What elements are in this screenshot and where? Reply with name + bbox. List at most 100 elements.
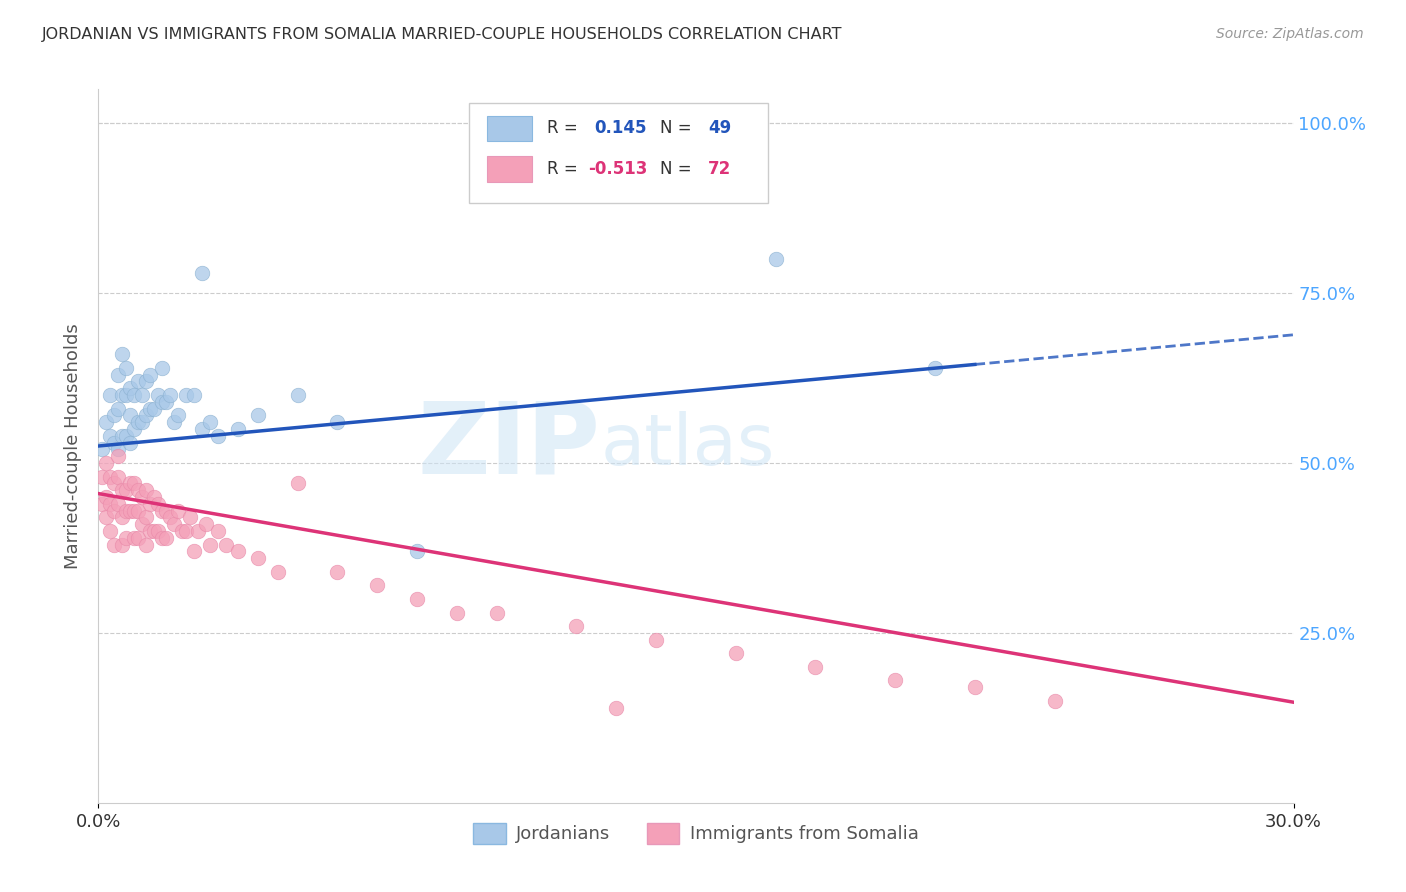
Point <box>207 429 229 443</box>
Point <box>191 266 214 280</box>
Point <box>96 415 118 429</box>
Text: 49: 49 <box>709 120 731 137</box>
Point <box>246 551 269 566</box>
Point <box>98 469 122 483</box>
Text: N =: N = <box>661 120 697 137</box>
Point <box>963 680 986 694</box>
Point <box>195 517 218 532</box>
Point <box>107 401 129 416</box>
Point <box>111 429 134 443</box>
Text: R =: R = <box>547 120 582 137</box>
Point <box>98 429 122 443</box>
Point <box>115 429 138 443</box>
Point <box>155 503 177 517</box>
Point <box>96 510 118 524</box>
Point <box>127 503 149 517</box>
Point <box>172 524 194 538</box>
Point <box>366 578 388 592</box>
Point <box>287 476 309 491</box>
Point <box>120 381 142 395</box>
Point <box>98 524 122 538</box>
Point <box>565 619 588 633</box>
Point <box>605 700 627 714</box>
Point <box>326 565 349 579</box>
Point <box>143 524 166 538</box>
Point <box>96 490 118 504</box>
Point <box>103 409 125 423</box>
Point <box>127 375 149 389</box>
Point <box>111 483 134 498</box>
Point <box>115 503 138 517</box>
Point <box>107 449 129 463</box>
Point <box>135 510 157 524</box>
Point <box>107 469 129 483</box>
Point <box>183 544 205 558</box>
Point <box>115 360 138 375</box>
Point <box>765 252 787 266</box>
Point <box>163 517 186 532</box>
Point <box>120 435 142 450</box>
Point <box>131 388 153 402</box>
Point <box>150 394 173 409</box>
Point <box>135 409 157 423</box>
FancyBboxPatch shape <box>486 156 533 182</box>
FancyBboxPatch shape <box>486 116 533 141</box>
Point <box>174 388 197 402</box>
Point <box>139 401 162 416</box>
Point <box>226 422 249 436</box>
Point <box>167 409 190 423</box>
Point <box>111 537 134 551</box>
Text: JORDANIAN VS IMMIGRANTS FROM SOMALIA MARRIED-COUPLE HOUSEHOLDS CORRELATION CHART: JORDANIAN VS IMMIGRANTS FROM SOMALIA MAR… <box>42 27 842 42</box>
Point <box>406 544 429 558</box>
Point <box>131 415 153 429</box>
Point <box>107 368 129 382</box>
Point <box>159 510 181 524</box>
Point <box>139 524 162 538</box>
Point <box>187 524 209 538</box>
Point <box>120 503 142 517</box>
Point <box>111 510 134 524</box>
Point <box>446 606 468 620</box>
Point <box>226 544 249 558</box>
Text: 0.145: 0.145 <box>595 120 647 137</box>
Point <box>174 524 197 538</box>
Point <box>115 531 138 545</box>
Point <box>148 524 170 538</box>
Point <box>135 375 157 389</box>
Point <box>155 531 177 545</box>
Legend: Jordanians, Immigrants from Somalia: Jordanians, Immigrants from Somalia <box>465 815 927 851</box>
Text: N =: N = <box>661 161 697 178</box>
Point <box>98 497 122 511</box>
Point <box>143 401 166 416</box>
Point <box>139 368 162 382</box>
Point <box>143 490 166 504</box>
Point <box>191 422 214 436</box>
Point <box>98 388 122 402</box>
Point <box>215 537 238 551</box>
Point <box>115 388 138 402</box>
Point <box>1043 694 1066 708</box>
Point <box>120 409 142 423</box>
Point <box>884 673 907 688</box>
Point <box>91 442 114 457</box>
Point <box>111 347 134 361</box>
Point <box>124 388 146 402</box>
Point <box>127 531 149 545</box>
Point <box>287 388 309 402</box>
Point <box>167 503 190 517</box>
Point <box>485 606 508 620</box>
Point <box>155 394 177 409</box>
Point <box>103 537 125 551</box>
Point <box>198 415 221 429</box>
Point <box>724 646 747 660</box>
Text: Source: ZipAtlas.com: Source: ZipAtlas.com <box>1216 27 1364 41</box>
Point <box>150 360 173 375</box>
Point <box>103 503 125 517</box>
Point <box>91 469 114 483</box>
Point <box>120 476 142 491</box>
Point <box>131 490 153 504</box>
Point <box>131 517 153 532</box>
Point <box>150 531 173 545</box>
Point <box>107 497 129 511</box>
Point <box>96 456 118 470</box>
